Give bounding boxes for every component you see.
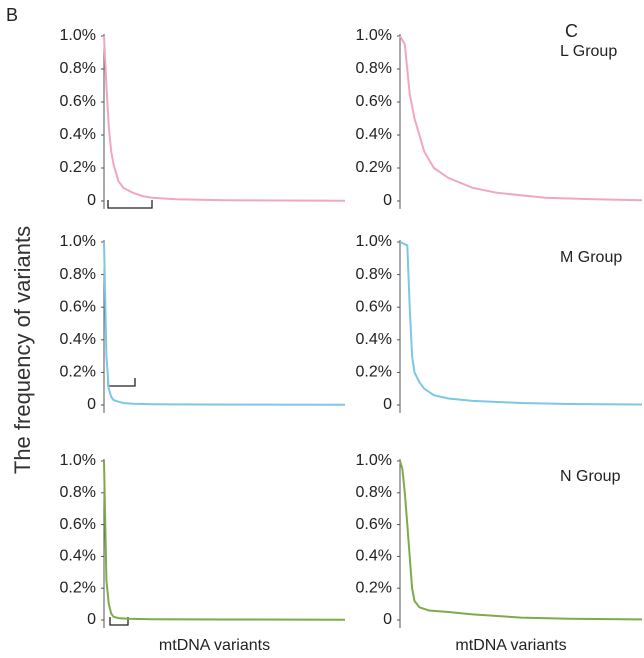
y-tick-label: 1.0% (356, 233, 392, 250)
y-tick-label: 0 (87, 611, 96, 628)
series-line (103, 241, 346, 406)
zoom-bracket (107, 378, 136, 387)
panel-label: B (6, 5, 18, 25)
y-tick-label: 1.0% (356, 452, 392, 469)
y-tick-label: 0.8% (356, 484, 392, 501)
y-tick-label: 0.6% (60, 93, 96, 110)
y-tick-label: 0.4% (356, 126, 392, 143)
panel-label: C (565, 21, 578, 41)
y-tick-label: 1.0% (60, 452, 96, 469)
y-tick-label: 0.8% (60, 60, 96, 77)
y-tick-label: 0.4% (60, 548, 96, 565)
y-tick-label: 0.2% (356, 579, 392, 596)
series-line (399, 460, 643, 621)
y-tick-label: 1.0% (60, 233, 96, 250)
group-title: N Group (560, 468, 621, 485)
y-tick-label: 0.2% (356, 364, 392, 381)
y-tick-label: 0.4% (60, 126, 96, 143)
y-tick-label: 0.4% (356, 548, 392, 565)
x-axis-label: mtDNA variants (159, 637, 270, 654)
y-tick-label: 0.2% (60, 159, 96, 176)
y-tick-label: 0.4% (60, 331, 96, 348)
y-tick-label: 0.8% (356, 266, 392, 283)
y-tick-label: 0.2% (60, 364, 96, 381)
y-tick-label: 0 (383, 396, 392, 413)
y-tick-label: 0.2% (60, 579, 96, 596)
y-axis-label: The frequency of variants (10, 226, 35, 474)
y-tick-label: 0 (87, 396, 96, 413)
y-tick-label: 0.8% (60, 266, 96, 283)
y-tick-label: 1.0% (356, 27, 392, 44)
x-axis-label: mtDNA variants (455, 637, 566, 654)
y-tick-label: 0 (383, 611, 392, 628)
group-title: L Group (560, 43, 617, 60)
series-line (399, 241, 643, 406)
y-tick-label: 0.6% (60, 516, 96, 533)
y-tick-label: 0.6% (356, 298, 392, 315)
y-tick-label: 0.4% (356, 331, 392, 348)
group-title: M Group (560, 249, 622, 266)
y-tick-label: 0.2% (356, 159, 392, 176)
series-line (103, 35, 346, 202)
series-line (103, 460, 346, 621)
zoom-bracket (109, 617, 129, 626)
y-tick-label: 0.6% (60, 298, 96, 315)
y-tick-label: 0.6% (356, 93, 392, 110)
y-tick-label: 0.8% (356, 60, 392, 77)
y-tick-label: 0 (383, 192, 392, 209)
y-tick-label: 1.0% (60, 27, 96, 44)
y-tick-label: 0.6% (356, 516, 392, 533)
y-tick-label: 0 (87, 192, 96, 209)
y-tick-label: 0.8% (60, 484, 96, 501)
zoom-bracket (107, 200, 153, 209)
series-line (399, 35, 643, 202)
